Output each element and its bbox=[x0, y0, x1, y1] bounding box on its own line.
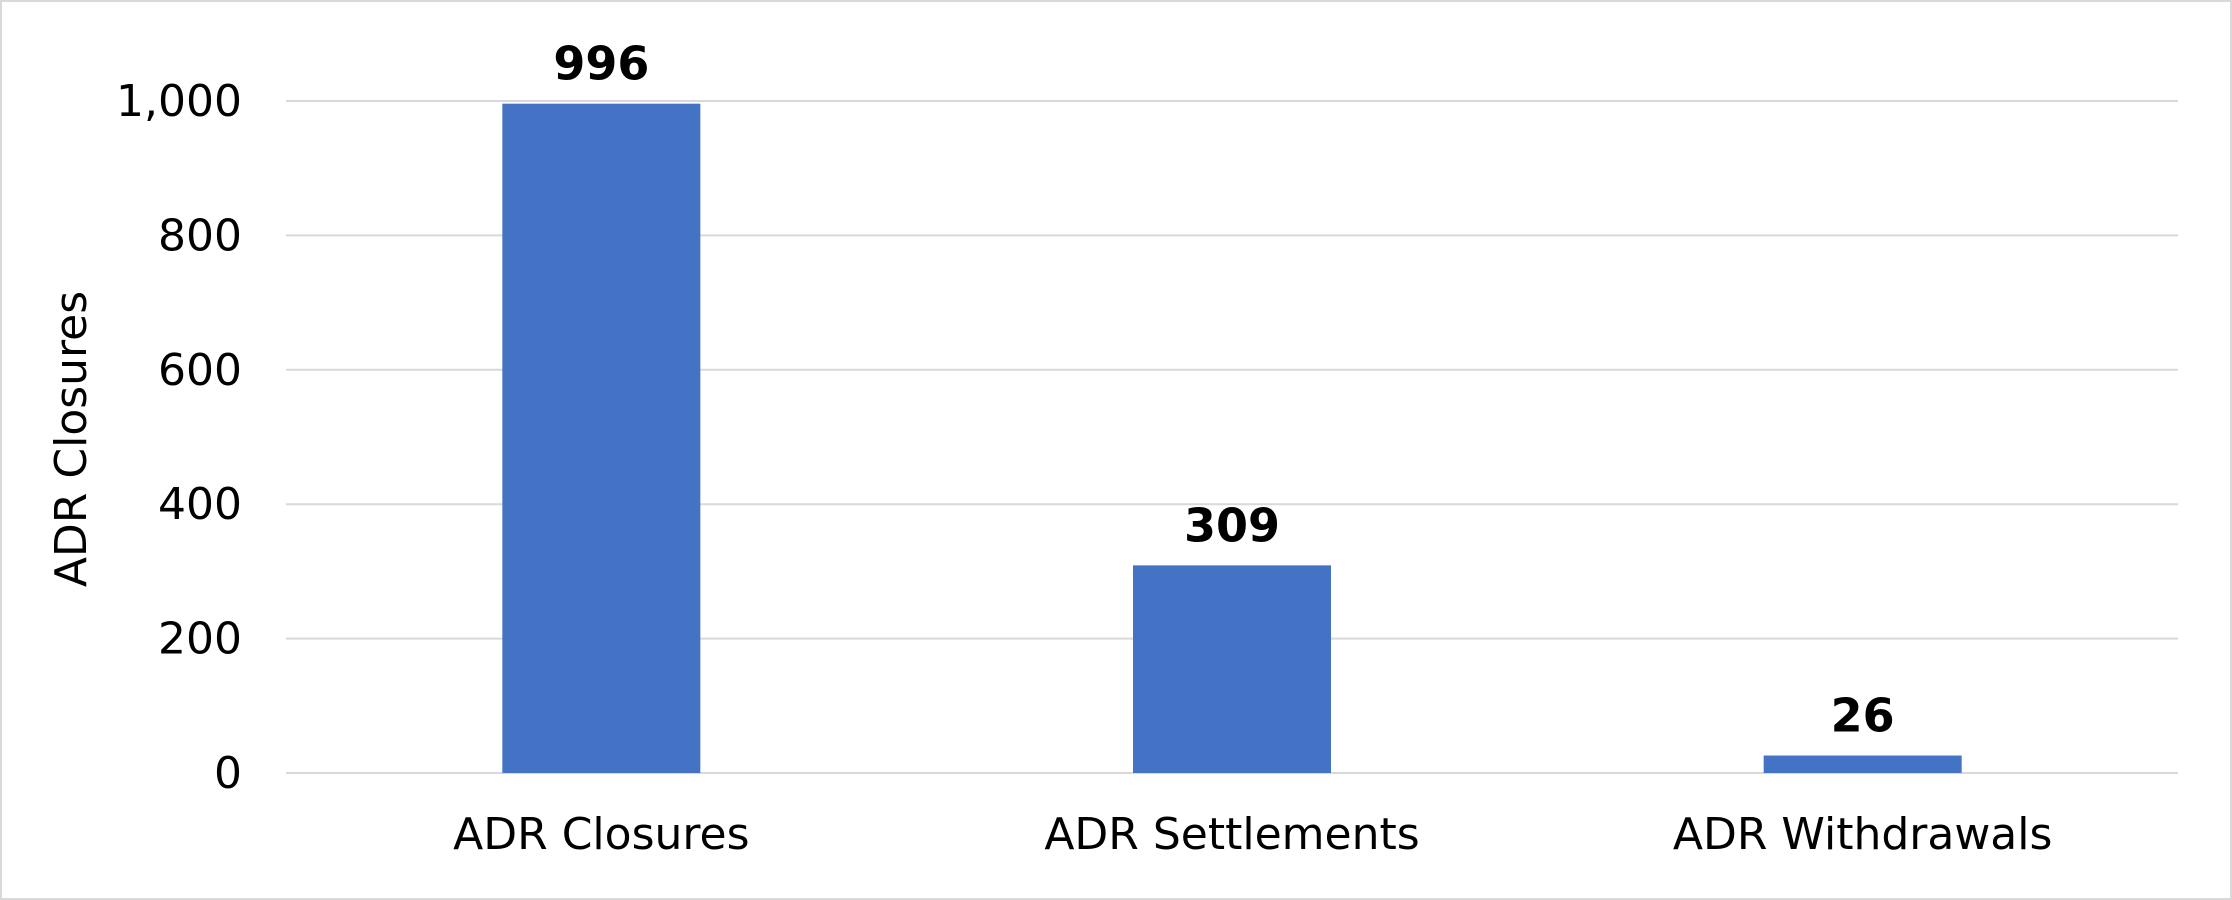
bars bbox=[502, 103, 1962, 774]
bar bbox=[1133, 565, 1331, 773]
y-tick-label: 1,000 bbox=[116, 76, 242, 127]
x-tick-label: ADR Withdrawals bbox=[1673, 809, 2053, 860]
y-axis-title: ADR Closures bbox=[46, 291, 97, 587]
x-axis-ticks: ADR Closures ADR Settlements ADR Withdrawa… bbox=[453, 809, 2052, 860]
y-tick-label: 200 bbox=[158, 614, 242, 665]
data-labels: 996 309 26 bbox=[553, 37, 1894, 743]
data-label: 309 bbox=[1184, 498, 1280, 552]
data-label: 996 bbox=[553, 37, 649, 91]
data-label: 26 bbox=[1831, 689, 1895, 743]
y-tick-label: 400 bbox=[158, 479, 242, 530]
y-tick-label: 0 bbox=[214, 748, 242, 799]
bar bbox=[1763, 755, 1962, 773]
y-tick-label: 600 bbox=[158, 345, 242, 396]
y-axis-ticks: 0 200 400 600 800 1,000 bbox=[116, 76, 242, 799]
bar bbox=[502, 103, 701, 774]
x-tick-label: ADR Closures bbox=[453, 809, 749, 860]
x-tick-label: ADR Settlements bbox=[1044, 809, 1419, 860]
y-tick-label: 800 bbox=[158, 210, 242, 261]
